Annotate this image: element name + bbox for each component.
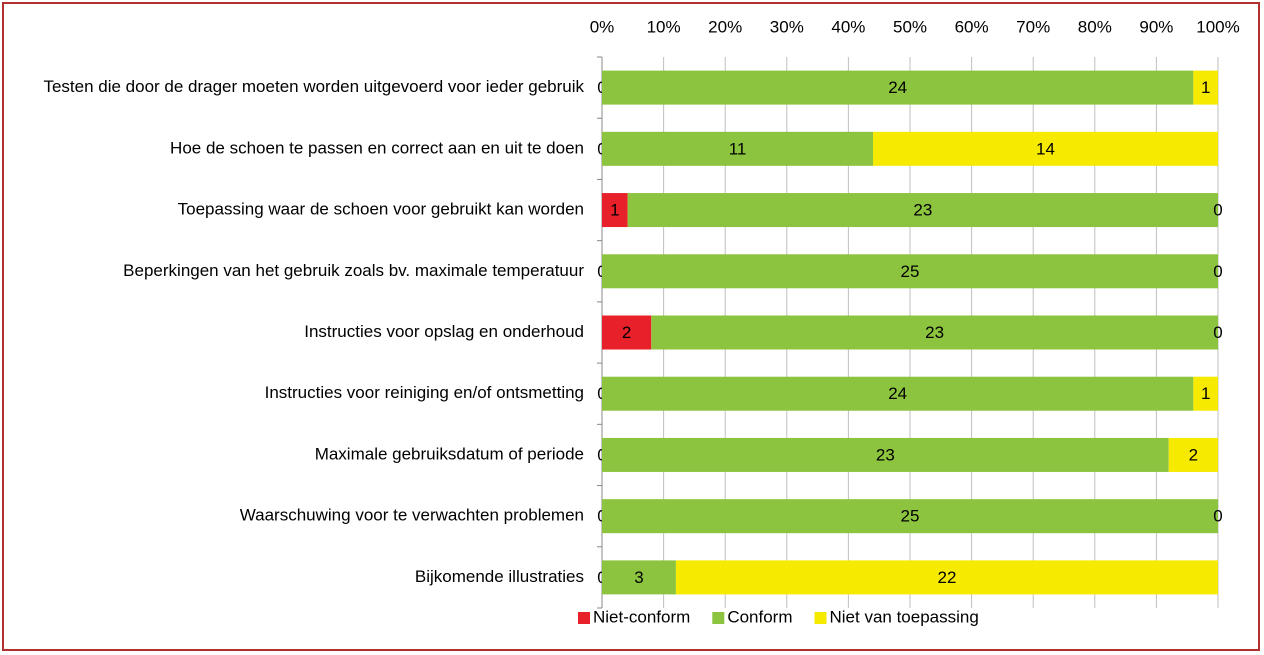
- legend-label: Conform: [727, 607, 792, 626]
- x-tick-label: 0%: [590, 17, 615, 36]
- bar-segment: [602, 70, 1194, 105]
- x-tick-label: 20%: [708, 17, 742, 36]
- x-tick-label: 60%: [955, 17, 989, 36]
- data-label: 0: [1213, 323, 1222, 342]
- data-label: 0: [1213, 262, 1222, 281]
- bar-segment: [602, 254, 1218, 289]
- legend-swatch: [578, 612, 590, 624]
- y-tick-label: Beperkingen van het gebruik zoals bv. ma…: [123, 261, 584, 280]
- y-tick-label: Instructies voor opslag en onderhoud: [304, 322, 584, 341]
- y-tick-label: Maximale gebruiksdatum of periode: [315, 444, 584, 463]
- y-tick-label: Instructies voor reiniging en/of ontsmet…: [265, 383, 584, 402]
- data-label: 25: [901, 262, 920, 281]
- data-label: 22: [937, 568, 956, 587]
- bar-segment: [873, 131, 1218, 166]
- y-tick-label: Testen die door de drager moeten worden …: [43, 77, 584, 96]
- bar-segment: [602, 437, 1169, 472]
- x-tick-label: 50%: [893, 17, 927, 36]
- y-tick-label: Bijkomende illustraties: [415, 567, 584, 586]
- data-label: 2: [1189, 445, 1198, 464]
- data-label: 24: [888, 384, 907, 403]
- data-label: 23: [876, 445, 895, 464]
- bar-segment: [1193, 376, 1218, 411]
- legend-label: Niet van toepassing: [830, 607, 979, 626]
- bar-segment: [602, 499, 1218, 534]
- x-tick-label: 10%: [647, 17, 681, 36]
- bar-segment: [602, 193, 628, 228]
- bar-segment: [675, 560, 1218, 595]
- y-tick-label: Hoe de schoen te passen en correct aan e…: [170, 138, 584, 157]
- data-label: 1: [1201, 78, 1210, 97]
- data-label: 23: [913, 201, 932, 220]
- x-tick-label: 90%: [1139, 17, 1173, 36]
- data-label: 11: [729, 139, 747, 158]
- bar-segment: [602, 560, 676, 595]
- bar-segment: [627, 193, 1218, 228]
- bar-segment: [602, 376, 1194, 411]
- data-label: 3: [634, 568, 643, 587]
- bar-segment: [1168, 437, 1218, 472]
- data-label: 2: [622, 323, 631, 342]
- legend-swatch: [712, 612, 725, 624]
- y-tick-label: Waarschuwing voor te verwachten probleme…: [240, 506, 584, 525]
- bar-segment: [602, 131, 874, 166]
- bar-segment: [602, 315, 652, 350]
- x-tick-label: 100%: [1196, 17, 1239, 36]
- data-label: 0: [1213, 507, 1222, 526]
- data-label: 23: [925, 323, 944, 342]
- x-tick-label: 40%: [831, 17, 865, 36]
- data-label: 1: [610, 201, 619, 220]
- x-tick-label: 80%: [1078, 17, 1112, 36]
- data-label: 1: [1201, 384, 1210, 403]
- bar-segment: [651, 315, 1218, 350]
- legend-swatch: [814, 612, 827, 624]
- data-label: 24: [888, 78, 907, 97]
- y-tick-label: Toepassing waar de schoen voor gebruikt …: [178, 200, 584, 219]
- x-tick-label: 30%: [770, 17, 804, 36]
- x-tick-label: 70%: [1016, 17, 1050, 36]
- bar-segment: [1193, 70, 1218, 105]
- data-label: 14: [1036, 139, 1055, 158]
- legend-label: Niet-conform: [593, 607, 690, 626]
- data-label: 0: [1213, 201, 1222, 220]
- data-label: 25: [901, 507, 920, 526]
